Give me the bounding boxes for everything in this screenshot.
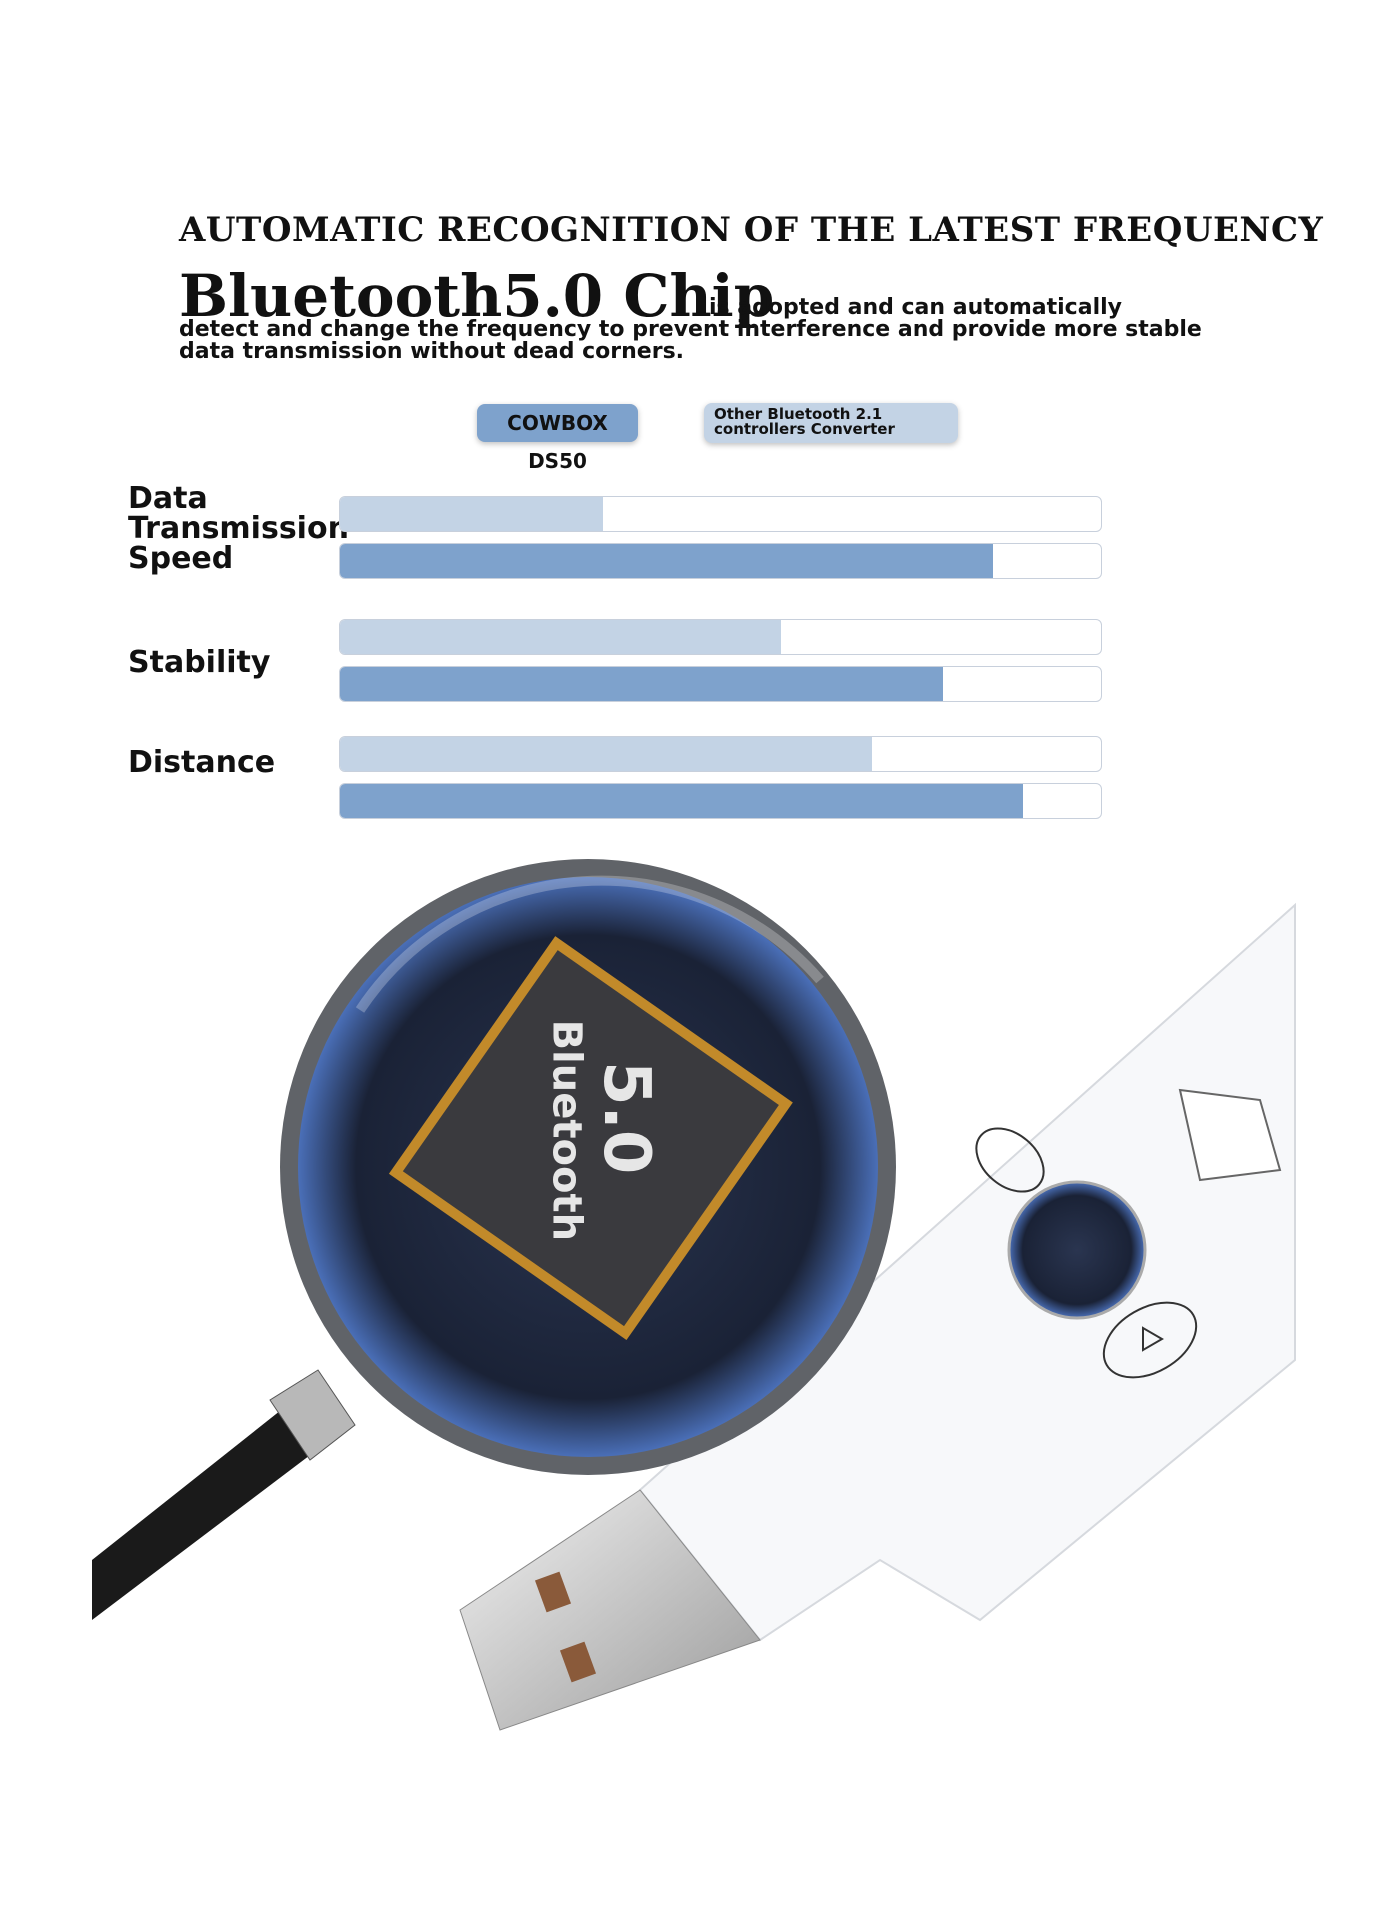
chip-version: 5.0 xyxy=(589,1061,663,1174)
bar xyxy=(340,620,781,654)
bar xyxy=(340,544,993,578)
bar-track xyxy=(339,666,1102,702)
magnifier-neck xyxy=(269,1369,356,1461)
chip-brand: Bluetooth xyxy=(544,1020,590,1241)
legend-entry: COWBOX DS50 xyxy=(477,404,638,473)
category-label: Stability xyxy=(128,645,271,680)
bar-track xyxy=(339,619,1102,655)
bar xyxy=(340,667,944,701)
bar-track xyxy=(339,543,1102,579)
dongle-button xyxy=(1178,1088,1282,1182)
usb-contact xyxy=(559,1641,597,1683)
bar xyxy=(340,497,603,531)
chip-body xyxy=(402,950,779,1327)
bar-track xyxy=(339,736,1102,772)
usb-contact xyxy=(534,1571,572,1613)
magnifier-handle xyxy=(92,1395,330,1620)
bar xyxy=(340,784,1023,818)
legend-entry: Other Bluetooth 2.1 controllers Converte… xyxy=(704,403,958,443)
description: is adopted and can automatically detect … xyxy=(179,295,1202,364)
play-icon xyxy=(1142,1326,1164,1352)
small-lens xyxy=(1007,1180,1147,1320)
lens-glare xyxy=(355,875,824,1013)
dongle-button xyxy=(975,1127,1045,1193)
headline: Bluetooth5.0 Chip xyxy=(179,262,775,330)
product-illustration: 5.0 Bluetooth xyxy=(92,859,1296,1731)
chip: 5.0 Bluetooth xyxy=(388,936,793,1341)
bar-track xyxy=(339,783,1102,819)
title: AUTOMATIC RECOGNITION OF THE LATEST FREQ… xyxy=(179,210,1324,250)
category-label: Data Transmission Speed xyxy=(128,481,349,576)
category-label: Distance xyxy=(128,745,276,780)
dongle-button xyxy=(1102,1301,1198,1379)
bar xyxy=(340,737,872,771)
usb-plug xyxy=(459,1489,761,1731)
bar-track xyxy=(339,496,1102,532)
